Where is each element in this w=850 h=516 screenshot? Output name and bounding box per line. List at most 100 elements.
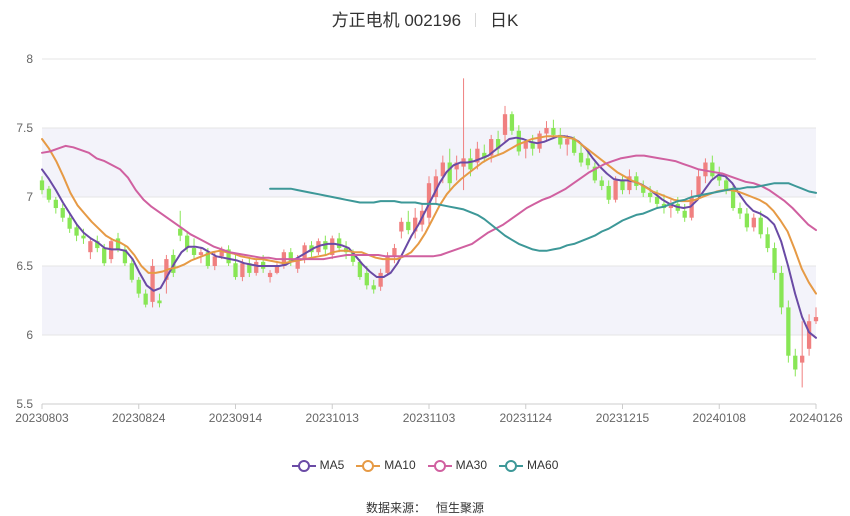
candle-body [779, 272, 784, 308]
candle-body [558, 134, 563, 145]
ma-lines [41, 135, 817, 339]
candle-body [668, 203, 674, 209]
candle-body [516, 130, 521, 152]
candle-body [53, 199, 58, 209]
candle-body [654, 197, 660, 204]
candle-body [696, 176, 701, 197]
candle-body [730, 190, 736, 209]
y-axis: 5.5 6 6.5 7 7.5 8 [16, 52, 33, 411]
candle [67, 213, 72, 233]
candle [737, 202, 743, 220]
candle [157, 293, 162, 308]
candle-body [385, 256, 390, 273]
candle [578, 144, 584, 167]
candle [620, 176, 625, 195]
candle-body [406, 221, 411, 231]
candle [378, 268, 383, 291]
candle-body [184, 235, 190, 249]
x-tick-label: 20230914 [209, 411, 263, 425]
candle-body [267, 272, 273, 278]
candle-body [233, 263, 238, 278]
candle [806, 314, 812, 356]
candle-body [102, 248, 107, 264]
candle-body [765, 234, 770, 249]
candle-body [717, 176, 722, 181]
candle [150, 259, 155, 308]
candle [143, 289, 148, 308]
candle [288, 248, 293, 266]
candle-body [274, 266, 280, 273]
candle-body [205, 252, 210, 266]
candle [406, 210, 411, 235]
legend-item-ma30[interactable]: MA30 [427, 458, 487, 473]
ma-line-ma10 [41, 135, 817, 295]
candle [793, 348, 798, 377]
legend-marker-icon [499, 460, 524, 473]
candle [502, 105, 508, 142]
candle-body [544, 128, 549, 134]
candle-body [337, 238, 342, 249]
candle-body [392, 248, 397, 257]
candle [136, 277, 141, 298]
candle-body [136, 279, 141, 294]
candle-body [648, 192, 653, 197]
candle [399, 217, 404, 239]
candle [233, 254, 238, 280]
candle [751, 213, 756, 232]
candle [585, 151, 591, 170]
candle [599, 176, 604, 191]
period-label: 日K [490, 11, 519, 30]
candle [606, 180, 611, 204]
candle-body [330, 238, 335, 255]
x-tick-label: 20231124 [500, 411, 553, 425]
ma-line-ma60 [269, 182, 817, 252]
candle-body [447, 162, 452, 184]
candle-body [67, 217, 72, 229]
candle-body [800, 355, 805, 363]
candle [392, 243, 397, 264]
candlestick-chart: 5.566.577.58 20230803 20230824 20230914 202… [15, 52, 843, 425]
x-tick-label: 20230803 [15, 411, 69, 425]
candle-body [620, 180, 625, 191]
ma-line-ma30 [41, 144, 817, 261]
candle [330, 235, 335, 260]
candle-body [378, 272, 383, 287]
candle [433, 169, 439, 204]
candles [39, 78, 819, 388]
candle [800, 321, 805, 388]
legend-item-ma10[interactable]: MA10 [356, 458, 416, 473]
candle-body [371, 285, 376, 290]
candle-body [751, 217, 756, 228]
candle [95, 235, 100, 253]
candle [710, 155, 715, 181]
legend-marker-icon [427, 460, 452, 473]
plot-band [42, 266, 816, 335]
stock-title: 方正电机 002196 [331, 11, 462, 30]
candle-body [247, 263, 252, 273]
candle [88, 238, 93, 260]
candle [744, 208, 750, 232]
candle-body [585, 158, 591, 166]
candle [53, 197, 58, 214]
y-tick-label: 6.5 [16, 259, 33, 273]
candle [495, 130, 501, 156]
legend-item-ma60[interactable]: MA60 [499, 458, 558, 473]
candle-body [115, 238, 121, 250]
candle [191, 238, 197, 260]
title-separator [475, 13, 477, 27]
candle-body [641, 185, 646, 193]
candle [274, 263, 280, 275]
candle-body [254, 261, 259, 273]
candle [558, 128, 563, 149]
candle [198, 246, 204, 264]
legend-item-ma5[interactable]: MA5 [291, 458, 344, 473]
x-tick-label: 20231013 [306, 411, 360, 425]
y-tick-label: 7 [26, 190, 33, 204]
candle [772, 242, 777, 280]
candle [634, 172, 639, 191]
y-tick-label: 7.5 [16, 121, 33, 135]
candle-body [744, 213, 750, 228]
x-tick-label: 20240108 [693, 411, 747, 425]
candle-body [433, 176, 439, 197]
candle-body [357, 261, 363, 278]
